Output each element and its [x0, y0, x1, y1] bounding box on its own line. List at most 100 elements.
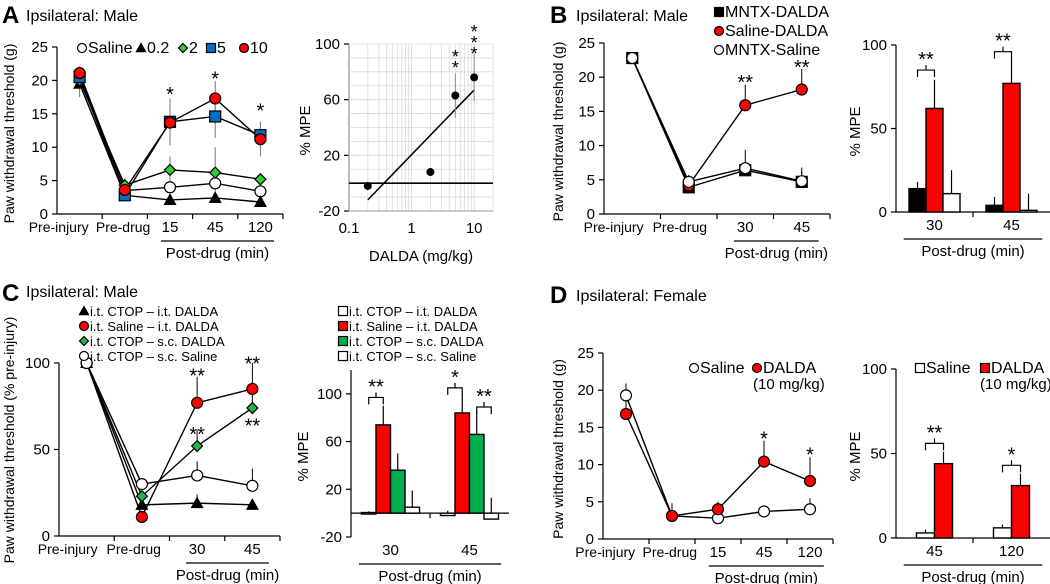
data-point: [363, 181, 372, 190]
bar: [454, 412, 471, 514]
legend-swatch: [337, 305, 349, 317]
y-axis-label: Paw withdrawal threshold (g): [1, 44, 17, 224]
legend-marker-triangle: [78, 305, 90, 316]
significance-bracket: [916, 69, 936, 78]
data-point-circle: [795, 83, 808, 96]
significance-star: * * *: [471, 22, 478, 64]
series-line: [85, 362, 253, 498]
data-point-circle: [191, 396, 204, 409]
legend-label: i.t. Saline – i.t. DALDA: [90, 319, 219, 334]
series-line: [631, 57, 802, 183]
significance-star: **: [794, 57, 810, 79]
x-tick-label: Pre-injury: [29, 219, 89, 235]
series-line: [625, 413, 811, 517]
chart-d-line: 0 5 10 15 20 25 Paw withdrawal threshold (g) Pr…: [550, 345, 834, 584]
bar: [439, 512, 456, 517]
legend-label: i.t. CTOP – i.t. DALDA: [90, 304, 218, 319]
x-axis-label: Post-drug (min): [725, 245, 828, 262]
legend-label: MNTX-Saline: [725, 42, 820, 59]
y-tick-label: 20: [578, 69, 595, 86]
x-tick-label: Pre-drug: [96, 219, 150, 235]
bar: [915, 532, 936, 539]
legend-label: i.t. CTOP – s.c. Saline: [90, 349, 217, 364]
y-tick-label: 10: [578, 138, 595, 155]
significance-star: *: [451, 367, 459, 389]
significance-star: **: [452, 47, 459, 78]
significance-star: **: [245, 416, 261, 438]
data-point-square: [209, 110, 222, 123]
legend-marker-triangle: [135, 42, 147, 53]
data-point-triangle: [208, 191, 222, 203]
bar: [375, 424, 392, 514]
legend-label: 2: [189, 40, 198, 57]
data-point-circle: [619, 389, 633, 402]
bar: [1019, 209, 1038, 213]
significance-bracket: [476, 406, 492, 414]
significance-bracket: [447, 387, 463, 395]
panel-letter-a: A: [2, 2, 20, 29]
significance-star: **: [737, 72, 753, 94]
significance-star-glyph: *: [452, 47, 459, 67]
legend-marker-circle: [688, 362, 700, 374]
chart-c-line: 0 50 100 Paw withdrawal threshold (% pre-in…: [1, 304, 281, 584]
legend-marker-circle: [238, 42, 250, 54]
y-tick-label: 50: [870, 121, 887, 138]
y-tick-label: 100: [315, 36, 340, 53]
data-point-circle: [757, 505, 771, 518]
data-point-circle: [209, 92, 222, 105]
significance-star-glyph: *: [452, 58, 459, 78]
legend-swatch: [337, 350, 349, 362]
significance-bracket: [1001, 464, 1022, 473]
y-tick-label: 20: [325, 481, 342, 498]
legend-marker-square: [713, 6, 725, 18]
legend-swatch: [337, 335, 349, 347]
data-point-circle: [803, 474, 817, 488]
y-tick-label: 60: [323, 92, 340, 109]
x-tick-label: Pre-drug: [643, 544, 697, 560]
panel-subtitle-d: Ipsilateral: Female: [576, 288, 707, 305]
x-tick-label: 120: [999, 543, 1024, 560]
y-tick-label: 15: [31, 106, 48, 123]
legend-label: i.t. CTOP – s.c. Saline: [349, 349, 476, 364]
data-point-circle: [135, 478, 148, 491]
series-line: [85, 362, 253, 519]
data-point-circle: [254, 133, 267, 146]
x-tick-label: 30: [926, 217, 943, 234]
legend-marker-circle: [713, 25, 725, 37]
data-point-triangle: [253, 195, 267, 207]
y-tick-label: 20: [323, 147, 340, 164]
data-point-circle: [626, 51, 639, 65]
series-line: [631, 57, 802, 189]
y-axis-label: % MPE: [847, 106, 864, 156]
series-line: [85, 362, 253, 506]
data-point: [426, 168, 435, 177]
x-tick-label: 0.1: [339, 220, 360, 237]
data-point-diamond: [135, 489, 149, 503]
significance-bracket: [993, 51, 1013, 59]
x-tick-label: 45: [244, 541, 261, 558]
significance-star-glyph: *: [471, 33, 478, 53]
significance-star: **: [189, 424, 205, 446]
legend-label: DALDA: [763, 360, 817, 377]
legend-marker-diamond: [177, 42, 189, 54]
bar: [1002, 82, 1021, 213]
panel-subtitle-b: Ipsilateral: Male: [576, 8, 689, 25]
legend-label: 10: [250, 40, 268, 57]
data-point-circle: [209, 177, 222, 190]
x-axis-label: Post-drug (min): [166, 245, 269, 262]
x-axis-label: Post-drug (min): [176, 567, 279, 584]
legend-label: MNTX-DALDA: [725, 4, 829, 21]
bar: [908, 187, 927, 213]
significance-star: *: [806, 445, 814, 467]
y-tick-label: 60: [325, 434, 342, 451]
x-tick-label: 15: [162, 219, 179, 236]
legend-marker-circle: [751, 362, 763, 374]
panel-subtitle-a: Ipsilateral: Male: [26, 8, 139, 25]
data-point-diamond: [163, 163, 177, 177]
bar: [360, 511, 377, 515]
data-point-diamond: [190, 439, 204, 453]
data-point-circle: [757, 455, 771, 468]
